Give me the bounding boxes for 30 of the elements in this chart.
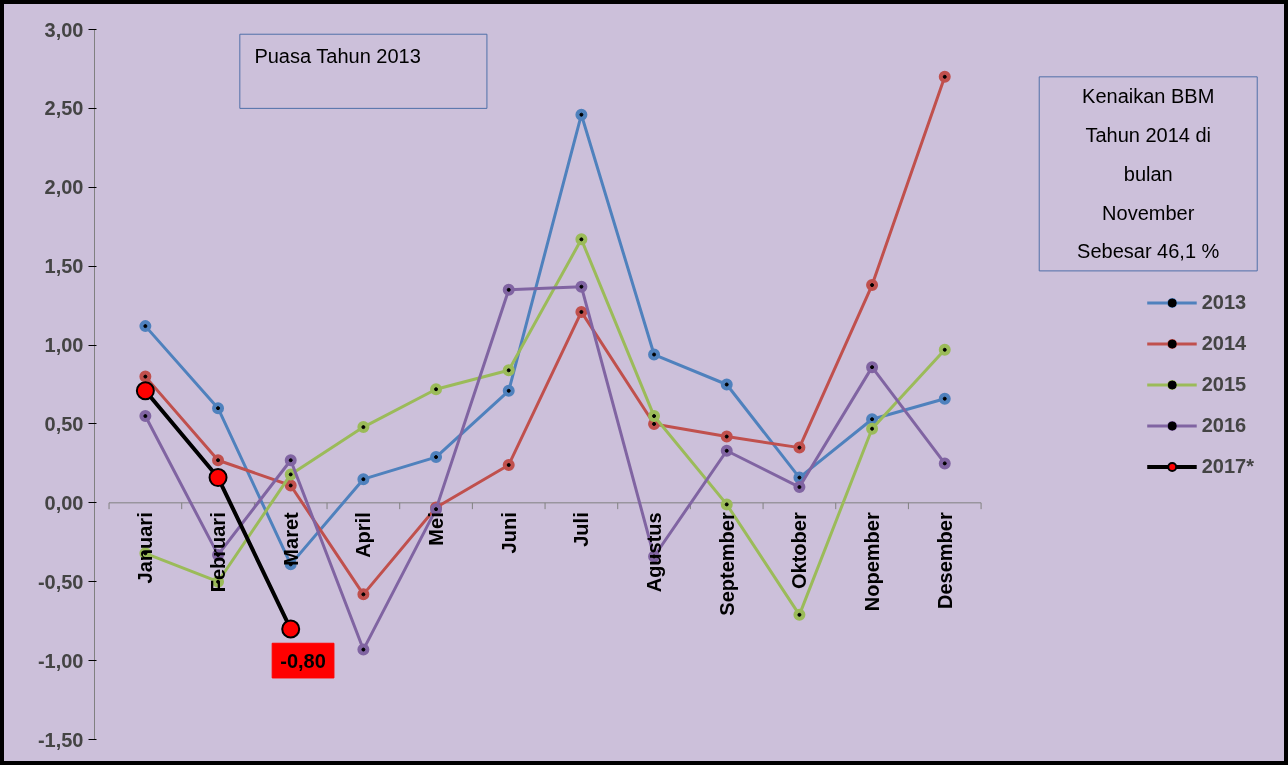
x-tick-label: Mei xyxy=(425,512,448,546)
y-tick-label: 2,50 xyxy=(44,97,84,120)
data-label: -0,80 xyxy=(280,649,326,672)
x-tick-label: Desember xyxy=(933,512,956,610)
y-tick-label: -0,50 xyxy=(37,570,84,593)
x-tick-label: Agustus xyxy=(643,512,666,593)
x-tick-label: Maret xyxy=(279,511,302,566)
x-tick-label: Februari xyxy=(207,512,230,593)
y-tick-label: 1,50 xyxy=(44,255,84,278)
x-tick-label: Nopember xyxy=(861,512,884,612)
text: Kenaikan BBM Tahun 2014 di bulan November Sebesar 46,1 % xyxy=(1077,85,1220,263)
y-tick-label: -1,50 xyxy=(37,728,84,751)
y-tick-label: 2,00 xyxy=(44,176,84,199)
legend-label: 2013 xyxy=(1201,290,1247,314)
legend-label: 2015 xyxy=(1201,372,1247,396)
y-tick-label: 3,00 xyxy=(44,18,84,41)
legend-label: 2017* xyxy=(1201,454,1254,478)
annotation: Puasa Tahun 2013 xyxy=(254,44,421,67)
x-tick-label: Oktober xyxy=(788,512,811,589)
x-tick-label: April xyxy=(352,512,375,558)
legend-label: 2016 xyxy=(1201,413,1247,437)
x-tick-label: Juli xyxy=(570,512,593,547)
y-tick-label: 0,50 xyxy=(44,412,84,435)
x-tick-label: Juni xyxy=(497,512,520,554)
y-tick-label: 1,00 xyxy=(44,334,84,357)
y-tick-label: -1,00 xyxy=(37,649,84,672)
x-tick-label: September xyxy=(715,512,738,616)
y-tick-label: 0,00 xyxy=(44,491,84,514)
legend-label: 2014 xyxy=(1201,331,1247,355)
x-tick-label: Januari xyxy=(134,512,157,584)
